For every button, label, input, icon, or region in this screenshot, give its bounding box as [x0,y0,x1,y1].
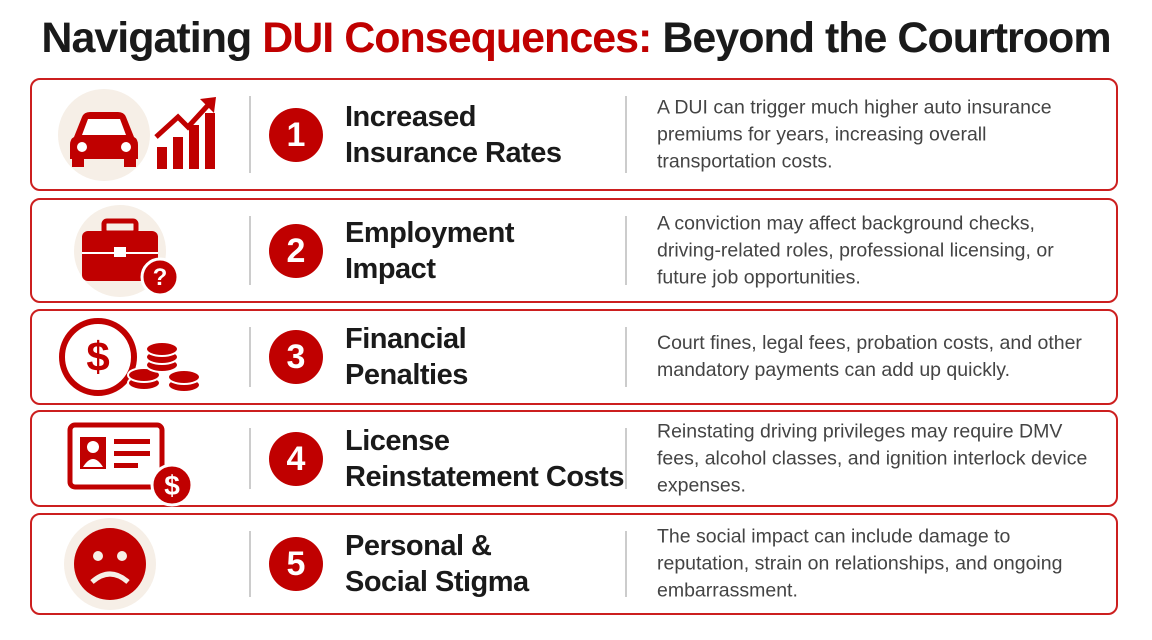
heading-line: Financial [345,323,467,355]
item-card: $3 Financial Penalties Court fines, legal f… [30,309,1118,405]
title-end: Beyond the Courtroom [662,14,1111,62]
divider [249,96,251,173]
item-heading: Increased Insurance Rates [345,99,562,171]
item-icon [58,88,216,181]
item-description: Reinstating driving privileges may requi… [657,420,1088,496]
divider [249,327,251,387]
title: Navigating DUI Consequences: Beyond the … [0,14,1152,63]
item-icon: $ [59,318,201,396]
heading-line: Personal & [345,530,492,562]
divider [249,531,251,597]
title-start: Navigating [41,14,252,62]
svg-text:$: $ [164,470,180,501]
item-number: 4 [269,431,323,486]
item-heading: Employment Impact [345,215,515,287]
item-number: 1 [269,107,323,162]
heading-line: Employment [345,216,515,249]
svg-text:$: $ [86,333,109,380]
item-heading: Financial Penalties [345,321,468,393]
heading-line: Increased [345,100,476,133]
divider [625,216,627,285]
item-description: A DUI can trigger much higher auto insur… [657,96,1052,172]
item-number: 5 [269,537,323,591]
item-card: 1 Increased Insurance Rates A DUI can trigg… [30,78,1118,191]
heading-line: Reinstatement Costs [345,460,624,493]
item-heading: License Reinstatement Costs [345,423,624,495]
heading-line: Impact [345,252,436,285]
heading-line: Social Stigma [345,566,529,598]
divider [249,428,251,489]
divider [249,216,251,285]
item-description: Court fines, legal fees, probation costs… [657,332,1082,381]
item-number: 3 [269,330,323,384]
item-card: ? 2 Employment Impact A conviction may affec… [30,198,1118,303]
title-highlight: DUI Consequences: [262,14,652,62]
divider [625,531,627,597]
divider [625,327,627,387]
svg-text:?: ? [153,264,168,291]
item-heading: Personal & Social Stigma [345,528,529,600]
heading-line: License [345,424,450,457]
item-icon: ? [74,204,180,297]
heading-line: Penalties [345,359,468,391]
item-description: A conviction may affect background check… [657,212,1054,288]
item-icon [64,518,156,610]
item-number: 2 [269,223,323,278]
item-description: The social impact can include damage to … [657,525,1063,602]
item-icon: $ [67,422,194,506]
item-card: $4 License Reinstatement Costs Reinstating … [30,410,1118,507]
divider [625,428,627,489]
heading-line: Insurance Rates [345,136,562,169]
divider [625,96,627,173]
item-card: 5 Personal & Social Stigma The social impac… [30,513,1118,615]
